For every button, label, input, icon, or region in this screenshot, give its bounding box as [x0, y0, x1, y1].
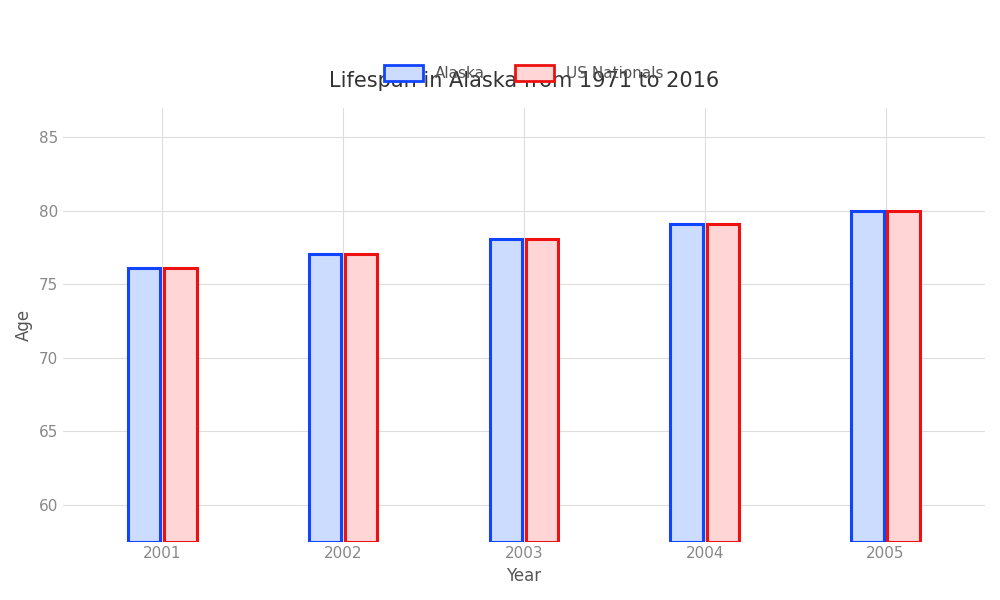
Bar	[707, 224, 739, 542]
Bar	[851, 211, 884, 542]
Title: Lifespan in Alaska from 1971 to 2016: Lifespan in Alaska from 1971 to 2016	[329, 71, 719, 91]
Y-axis label: Age: Age	[15, 309, 33, 341]
Legend: Alaska, US Nationals: Alaska, US Nationals	[378, 59, 669, 88]
X-axis label: Year: Year	[506, 567, 541, 585]
Bar	[670, 224, 703, 542]
Bar	[887, 211, 920, 542]
Bar	[164, 268, 197, 542]
Bar	[345, 254, 377, 542]
Bar	[526, 239, 558, 542]
Bar	[128, 268, 160, 542]
Bar	[490, 239, 522, 542]
Bar	[309, 254, 341, 542]
